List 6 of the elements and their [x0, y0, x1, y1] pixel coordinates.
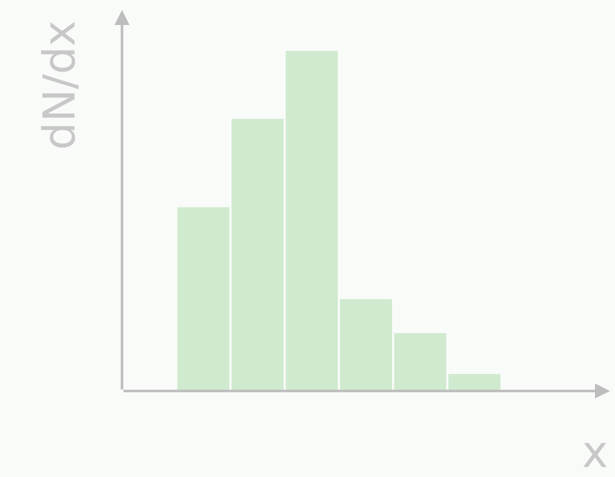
bar — [177, 207, 230, 391]
bar — [232, 118, 284, 391]
bar — [448, 374, 500, 391]
bar — [286, 50, 338, 391]
bar — [394, 333, 446, 391]
bar — [340, 299, 392, 391]
